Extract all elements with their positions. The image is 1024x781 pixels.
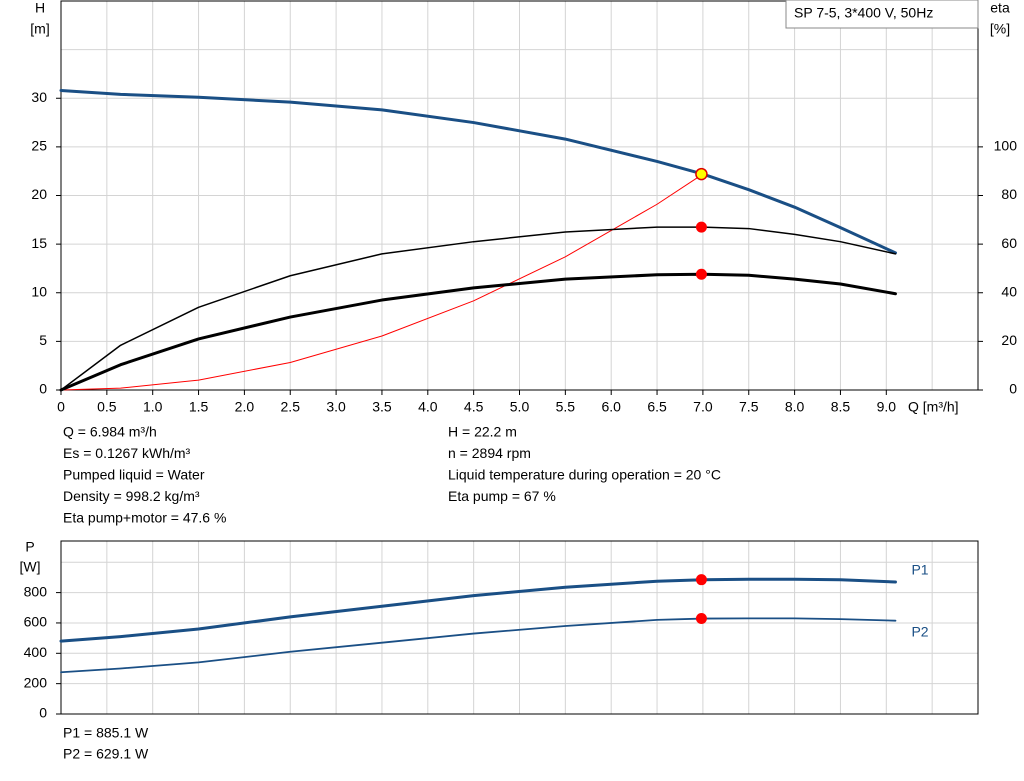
- x-tick-label: 6.0: [601, 399, 621, 415]
- curve: [59, 272, 897, 392]
- info-text: Q = 6.984 m³/h: [63, 424, 157, 440]
- x-tick-label: 9.0: [877, 399, 897, 415]
- x-tick-label: 2.0: [235, 399, 255, 415]
- operating-point: [695, 167, 708, 181]
- y2-axis-label: eta: [990, 0, 1010, 16]
- x-tick-label: 6.5: [647, 399, 667, 415]
- curve: [60, 173, 704, 391]
- x-tick-label: 0: [57, 399, 65, 415]
- y-axis-unit: [m]: [30, 21, 49, 37]
- y2-tick-label: 0: [1009, 381, 1017, 397]
- y2-tick-label: 100: [994, 138, 1018, 154]
- info-text: Density = 998.2 kg/m³: [63, 488, 200, 504]
- x-tick-label: 5.5: [556, 399, 576, 415]
- x-tick-label: 0.5: [97, 399, 117, 415]
- y2-tick-label: 80: [1001, 186, 1017, 202]
- series-label: P2: [911, 623, 928, 639]
- y-tick-label: 20: [31, 186, 47, 202]
- power-text: P2 = 629.1 W: [63, 746, 149, 762]
- x-tick-label: 2.5: [281, 399, 301, 415]
- y2-tick-label: 60: [1001, 235, 1017, 251]
- y-tick-label: 200: [24, 674, 48, 690]
- info-text: n = 2894 rpm: [448, 445, 531, 461]
- info-text: Es = 0.1267 kWh/m³: [63, 445, 191, 461]
- x-tick-label: 3.0: [326, 399, 346, 415]
- y-axis-label: H: [35, 0, 45, 16]
- y-tick-label: 5: [39, 332, 47, 348]
- y-tick-label: 600: [24, 614, 48, 630]
- x-tick-label: 5.0: [510, 399, 530, 415]
- curve: [59, 577, 897, 643]
- y-axis-unit: [W]: [20, 559, 41, 575]
- y-tick-label: 30: [31, 89, 47, 105]
- info-text: Pumped liquid = Water: [63, 467, 205, 483]
- y-tick-label: 0: [39, 705, 47, 721]
- y-tick-label: 15: [31, 235, 47, 251]
- y-axis-label: P: [25, 539, 34, 555]
- x-tick-label: 8.0: [785, 399, 805, 415]
- operating-point: [695, 574, 707, 586]
- series-label: P1: [911, 562, 928, 578]
- info-text: H = 22.2 m: [448, 424, 517, 440]
- y2-axis-unit: [%]: [990, 21, 1010, 37]
- power-text: P1 = 885.1 W: [63, 725, 149, 741]
- curve: [60, 226, 897, 391]
- x-tick-label: 1.0: [143, 399, 163, 415]
- y-tick-label: 10: [31, 283, 47, 299]
- operating-point: [695, 221, 707, 233]
- y2-tick-label: 40: [1001, 283, 1017, 299]
- y-tick-label: 0: [39, 381, 47, 397]
- info-text: Eta pump = 67 %: [448, 488, 556, 504]
- x-tick-label: 4.5: [464, 399, 484, 415]
- x-tick-label: 3.5: [372, 399, 392, 415]
- operating-point: [695, 613, 707, 625]
- info-text: Eta pump+motor = 47.6 %: [63, 510, 226, 526]
- curve: [60, 617, 897, 674]
- y-tick-label: 25: [31, 138, 47, 154]
- title-box: [785, 0, 979, 29]
- x-tick-label: 7.5: [739, 399, 759, 415]
- y2-tick-label: 20: [1001, 332, 1017, 348]
- x-tick-label: 8.5: [831, 399, 851, 415]
- chart-title: SP 7-5, 3*400 V, 50Hz: [794, 5, 933, 21]
- y-tick-label: 800: [24, 583, 48, 599]
- x-axis-label: Q [m³/h]: [908, 399, 959, 415]
- plot-frame: [60, 540, 979, 715]
- info-text: Liquid temperature during operation = 20…: [448, 467, 721, 483]
- x-tick-label: 7.0: [693, 399, 713, 415]
- operating-point: [695, 268, 707, 280]
- curve: [59, 88, 897, 255]
- x-tick-label: 1.5: [189, 399, 209, 415]
- y-tick-label: 400: [24, 644, 48, 660]
- x-tick-label: 4.0: [418, 399, 438, 415]
